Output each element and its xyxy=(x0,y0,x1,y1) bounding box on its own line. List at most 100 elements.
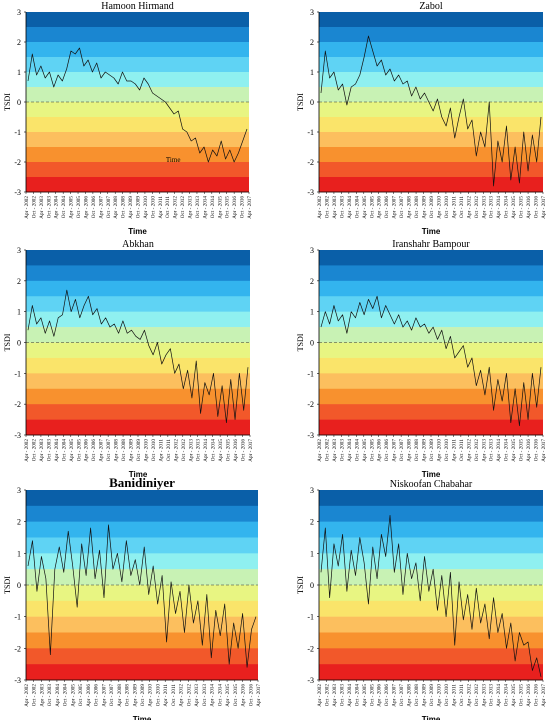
severity-band xyxy=(26,296,250,312)
x-axis-label: Time xyxy=(129,470,148,479)
x-tick-label: Oct - 2007 xyxy=(109,684,115,707)
x-tick-label: Apr - 2014 xyxy=(210,684,216,707)
x-tick-label: Oct - 2012 xyxy=(474,196,480,219)
x-tick-label: Oct - 2012 xyxy=(474,439,480,462)
y-tick-label: -3 xyxy=(14,431,21,440)
severity-band xyxy=(319,585,543,602)
x-tick-label: Oct - 2012 xyxy=(186,684,192,707)
severity-band xyxy=(26,42,249,58)
x-tick-label: Apr - 2009 xyxy=(422,196,428,219)
x-tick-label: Apr - 2015 xyxy=(218,439,224,462)
x-tick-label: Oct - 2010 xyxy=(151,439,157,462)
x-tick-label: Apr - 2006 xyxy=(377,196,383,219)
x-tick-label: Apr - 2017 xyxy=(248,439,254,462)
x-tick-label: Oct - 2006 xyxy=(91,196,97,219)
y-tick-label: -1 xyxy=(14,369,21,378)
x-tick-label: Apr - 2016 xyxy=(233,439,239,462)
severity-band xyxy=(26,616,258,633)
x-tick-label: Apr - 2015 xyxy=(511,196,517,219)
x-tick-label: Apr - 2012 xyxy=(173,439,179,462)
x-tick-label: Apr - 2002 xyxy=(24,196,30,219)
y-tick-label: -2 xyxy=(14,644,21,653)
severity-band xyxy=(26,265,250,282)
x-tick-label: Apr - 2003 xyxy=(39,439,45,462)
x-tick-label: Oct - 2015 xyxy=(225,196,231,219)
x-tick-label: Apr - 2015 xyxy=(217,196,223,219)
severity-band xyxy=(319,117,543,133)
x-tick-label: Apr - 2003 xyxy=(332,196,338,219)
y-tick-label: -2 xyxy=(14,158,21,167)
severity-band xyxy=(26,357,250,374)
x-tick-label: Oct - 2015 xyxy=(519,439,525,462)
severity-band xyxy=(26,280,250,297)
x-tick-label: Apr - 2003 xyxy=(332,439,338,462)
severity-band xyxy=(319,664,543,681)
x-tick-label: Oct - 2006 xyxy=(91,439,97,462)
x-tick-label: Oct - 2011 xyxy=(459,196,465,218)
x-tick-label: Apr - 2006 xyxy=(86,684,92,707)
severity-band xyxy=(319,553,543,570)
x-tick-label: Oct - 2007 xyxy=(106,439,112,462)
y-tick-label: 3 xyxy=(17,246,21,255)
x-tick-label: Oct - 2006 xyxy=(94,684,100,707)
severity-band xyxy=(26,388,250,405)
x-tick-label: Oct - 2010 xyxy=(444,684,450,707)
severity-band xyxy=(319,72,543,88)
x-tick-label: Apr - 2012 xyxy=(466,684,472,707)
x-tick-label: Apr - 2007 xyxy=(101,684,107,707)
severity-band xyxy=(319,87,543,103)
x-tick-label: Apr - 2011 xyxy=(158,439,164,462)
x-tick-label: Apr - 2017 xyxy=(541,684,547,707)
severity-band xyxy=(319,280,543,297)
severity-band xyxy=(319,27,543,43)
y-tick-label: -3 xyxy=(307,676,314,685)
x-tick-label: Apr - 2007 xyxy=(99,439,105,462)
x-tick-label: Oct - 2002 xyxy=(324,196,330,219)
y-tick-label: -1 xyxy=(14,128,21,137)
x-tick-label: Apr - 2010 xyxy=(143,439,149,462)
severity-band xyxy=(26,505,258,522)
x-tick-label: Oct - 2011 xyxy=(166,439,172,461)
x-tick-label: Oct - 2014 xyxy=(504,196,510,219)
severity-band xyxy=(319,42,543,58)
x-tick-label: Apr - 2008 xyxy=(114,439,120,462)
x-tick-label: Oct - 2003 xyxy=(46,196,52,219)
y-axis-label: TSDI xyxy=(3,93,12,111)
x-tick-label: Oct - 2013 xyxy=(196,439,202,462)
x-tick-label: Apr - 2017 xyxy=(247,196,253,219)
y-tick-label: 2 xyxy=(17,38,21,47)
x-tick-label: Oct - 2008 xyxy=(414,684,420,707)
x-tick-label: Apr - 2010 xyxy=(436,439,442,462)
y-tick-label: 1 xyxy=(17,308,21,317)
x-tick-label: Apr - 2013 xyxy=(188,439,194,462)
x-tick-label: Apr - 2015 xyxy=(511,684,517,707)
x-tick-label: Apr - 2009 xyxy=(422,439,428,462)
x-tick-label: Oct - 2006 xyxy=(384,439,390,462)
tsdi-series-line xyxy=(320,514,542,677)
x-tick-label: Apr - 2002 xyxy=(317,196,323,219)
severity-band xyxy=(26,57,249,73)
y-tick-label: 0 xyxy=(310,339,314,348)
x-tick-label: Oct - 2003 xyxy=(339,684,345,707)
x-tick-label: Apr - 2012 xyxy=(466,439,472,462)
x-tick-label: Oct - 2004 xyxy=(61,439,67,462)
tsdi-series-line xyxy=(320,35,542,187)
severity-band xyxy=(26,600,258,617)
x-tick-label: Apr - 2013 xyxy=(481,684,487,707)
severity-band xyxy=(26,632,258,649)
y-tick-label: -2 xyxy=(307,400,314,409)
x-tick-label: Oct - 2013 xyxy=(202,684,208,707)
tsdi-series-line xyxy=(320,295,542,427)
x-tick-label: Apr - 2009 xyxy=(422,684,428,707)
y-axis-label: TSDI xyxy=(296,93,305,111)
x-tick-label: Apr - 2004 xyxy=(347,439,353,462)
x-tick-label: Oct - 2013 xyxy=(195,196,201,219)
severity-band xyxy=(319,162,543,178)
y-tick-label: 2 xyxy=(310,518,314,527)
y-tick-label: 0 xyxy=(310,98,314,107)
x-tick-label: Oct - 2005 xyxy=(369,684,375,707)
x-tick-label: Apr - 2011 xyxy=(163,684,169,707)
x-tick-label: Apr - 2016 xyxy=(241,684,247,707)
severity-band xyxy=(26,419,250,436)
